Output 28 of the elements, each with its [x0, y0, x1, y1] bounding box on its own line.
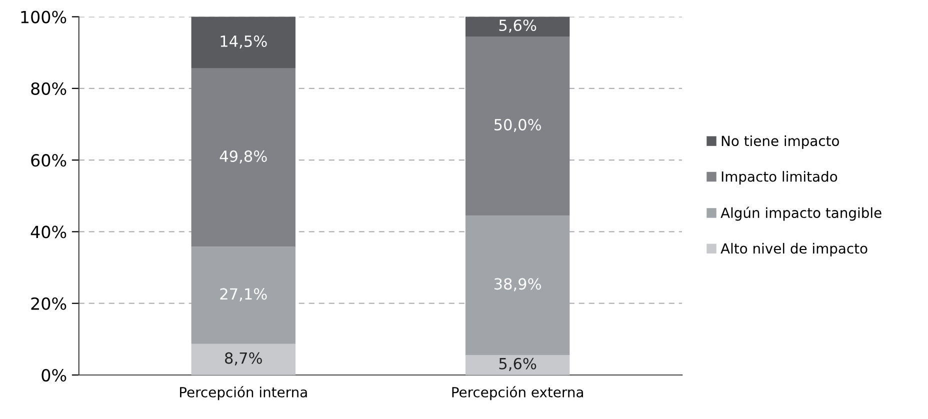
data-label: 27,1% — [220, 288, 267, 302]
y-tick-label: 60% — [31, 154, 66, 167]
legend-label: No tiene impacto — [722, 135, 839, 149]
data-label: 50,0% — [494, 118, 541, 132]
legend-label: Algún impacto tangible — [720, 206, 882, 221]
y-tick-label: 100% — [21, 10, 66, 24]
bar — [465, 16, 570, 36]
y-tick-label: 40% — [30, 226, 66, 238]
bar — [465, 354, 570, 376]
bar — [465, 36, 570, 216]
y-tick-label: 20% — [31, 297, 66, 310]
bar — [465, 216, 570, 355]
bar — [191, 344, 296, 376]
data-label: 38,9% — [494, 278, 541, 292]
data-label: 49,8% — [220, 150, 267, 164]
bar — [191, 246, 296, 344]
legend-label: Impacto limitado — [722, 171, 838, 184]
data-label: 14,5% — [220, 35, 267, 49]
data-label: 5,6% — [499, 19, 536, 33]
legend-label: Alto nivel de impacto — [720, 242, 868, 256]
y-tick-label: 80% — [31, 82, 66, 95]
y-tick-label: 0% — [42, 368, 66, 382]
bar — [191, 16, 296, 68]
x-tick-label: Percepción externa — [452, 386, 583, 400]
data-label: 5,6% — [499, 358, 536, 371]
x-tick-label: Percepción interna — [180, 386, 307, 400]
data-label: 8,7% — [225, 352, 262, 366]
bar — [191, 68, 296, 247]
